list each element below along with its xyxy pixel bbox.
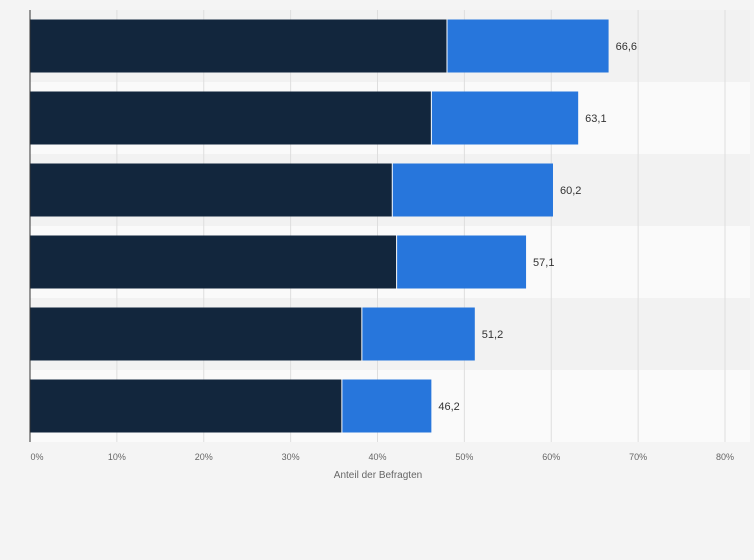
bar-segment-series-2 xyxy=(392,163,553,217)
x-tick-label: 0% xyxy=(30,452,43,462)
value-labels: 66,6 63,1 60,2 57,1 51,2 46,2 xyxy=(438,41,637,413)
x-tick-label: 80% xyxy=(716,452,734,462)
x-axis-ticks: 0% 10% 20% 30% 40% 50% 60% 70% 80% xyxy=(30,452,734,462)
bar-segment-series-2 xyxy=(341,379,432,433)
row-bands xyxy=(30,10,750,442)
x-tick-label: 60% xyxy=(542,452,560,462)
bar-segment-series-2 xyxy=(431,91,579,145)
x-tick-label: 20% xyxy=(195,452,213,462)
gridlines xyxy=(116,10,726,442)
bar-segment-series-1 xyxy=(30,91,432,145)
bar-segment-series-1 xyxy=(30,235,397,289)
bar-segment-series-1 xyxy=(30,163,393,217)
x-tick-label: 70% xyxy=(629,452,647,462)
bar-segment-series-1 xyxy=(30,19,447,73)
bar-total-label: 51,2 xyxy=(482,329,503,341)
bar-total-label: 57,1 xyxy=(533,257,554,269)
bar-segment-series-1 xyxy=(30,307,362,361)
x-tick-label: 50% xyxy=(455,452,473,462)
bar-segment-series-2 xyxy=(396,235,527,289)
bar-total-label: 66,6 xyxy=(616,41,637,53)
x-axis-title: Anteil der Befragten xyxy=(334,470,422,481)
bars xyxy=(30,19,609,433)
bar-segment-series-1 xyxy=(30,379,342,433)
bar-total-label: 63,1 xyxy=(585,113,606,125)
bar-segment-series-2 xyxy=(447,19,609,73)
bar-total-label: 46,2 xyxy=(438,401,459,413)
bar-segment-series-2 xyxy=(361,307,475,361)
x-tick-label: 40% xyxy=(368,452,386,462)
x-tick-label: 30% xyxy=(282,452,300,462)
x-tick-label: 10% xyxy=(108,452,126,462)
bar-total-label: 60,2 xyxy=(560,185,581,197)
